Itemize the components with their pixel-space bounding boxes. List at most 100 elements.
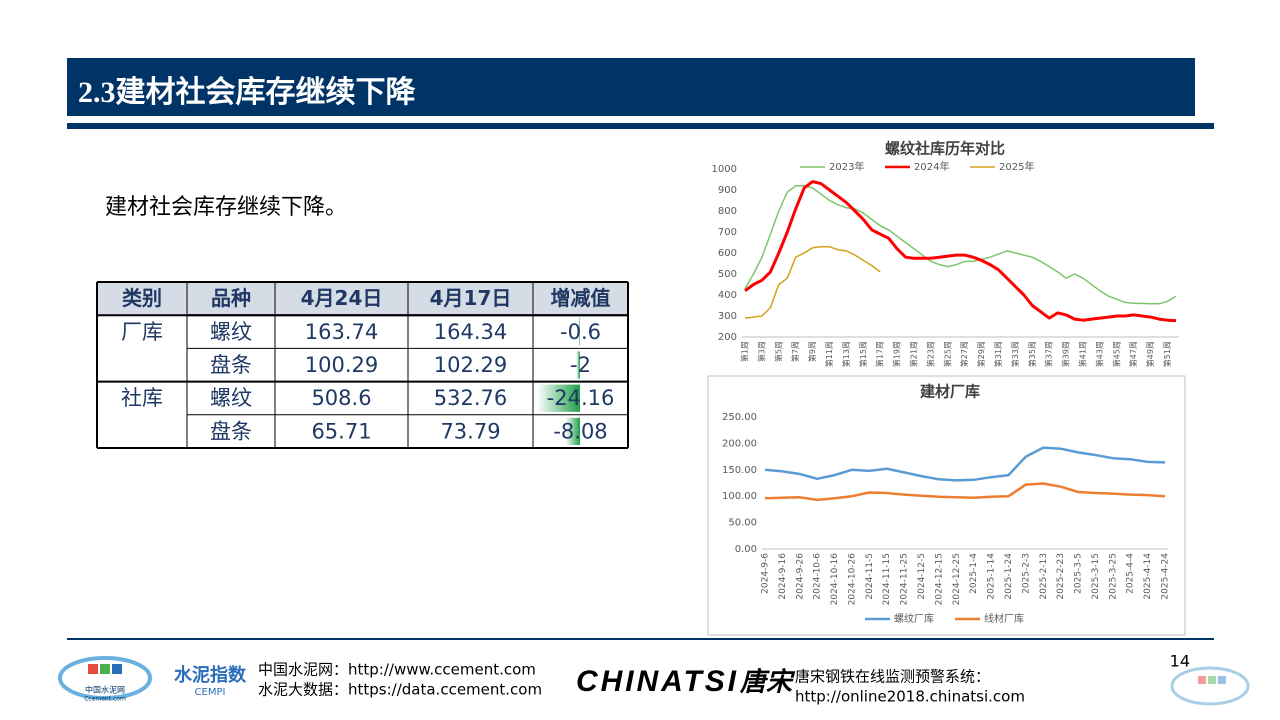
x-tick-label: 第39周 <box>1061 341 1071 367</box>
x-tick-label: 第23周 <box>925 341 935 367</box>
footer-link: 水泥大数据：https://data.ccement.com <box>258 681 542 699</box>
table-cell: 532.76 <box>434 386 507 410</box>
x-tick-label: 第45周 <box>1111 341 1121 367</box>
table-cell: 164.34 <box>434 320 507 344</box>
logo-block <box>112 664 122 674</box>
x-tick-label: 2024-9-16 <box>778 553 788 600</box>
table-cell: 163.74 <box>305 320 378 344</box>
logo-block <box>1198 676 1206 684</box>
x-tick-label: 第37周 <box>1044 341 1054 367</box>
y-tick-label: 300 <box>718 311 737 322</box>
table-cell: 73.79 <box>440 419 500 443</box>
table-cell: -0.6 <box>560 320 601 344</box>
logo-text: 中国水泥网 <box>85 685 125 695</box>
series-line <box>744 185 1177 305</box>
y-tick-label: 200 <box>718 332 737 343</box>
x-tick-label: 2025-3-15 <box>1091 553 1101 600</box>
series-line <box>764 482 1166 502</box>
footer-text: http://online2018.chinatsi.com <box>795 688 1025 706</box>
y-tick-label: 400 <box>718 290 737 301</box>
x-tick-label: 2024-9-26 <box>795 553 805 600</box>
brand-logo: CHINATSI <box>576 665 737 698</box>
legend-label: 2025年 <box>999 160 1034 173</box>
y-tick-label: 800 <box>718 206 737 217</box>
x-tick-label: 第31周 <box>993 341 1003 367</box>
x-tick-label: 2025-1-4 <box>969 553 979 594</box>
table-cell: 508.6 <box>311 386 371 410</box>
x-tick-label: 2025-2-13 <box>1039 553 1049 600</box>
x-tick-label: 2024-12-25 <box>952 553 962 605</box>
table-cell: 65.71 <box>311 419 371 443</box>
table-cell: 盘条 <box>210 419 252 443</box>
footer-link: 中国水泥网：http://www.ccement.com <box>258 661 536 679</box>
group-label: 厂库 <box>121 320 163 344</box>
table-cell: 螺纹 <box>210 320 252 344</box>
legend-label: 线材厂库 <box>984 612 1024 625</box>
x-tick-label: 第27周 <box>959 341 969 367</box>
table-cell: 盘条 <box>210 353 252 377</box>
x-tick-label: 2025-3-25 <box>1108 553 1118 600</box>
chart-frame <box>707 375 1186 636</box>
logo-text: 水泥指数 <box>174 664 247 686</box>
column-header: 4月17日 <box>430 286 512 310</box>
page-number: 14 <box>1170 652 1190 671</box>
x-tick-label: 第35周 <box>1027 341 1037 367</box>
logo-block <box>1208 676 1216 684</box>
y-tick-label: 150.00 <box>722 465 757 476</box>
table-cell: 102.29 <box>434 353 507 377</box>
logo-text: Ccement.com <box>84 696 126 703</box>
x-tick-label: 2024-10-16 <box>830 553 840 606</box>
x-tick-label: 第5周 <box>773 341 783 362</box>
x-tick-label: 第17周 <box>875 341 885 367</box>
x-tick-label: 第51周 <box>1162 341 1172 367</box>
x-tick-label: 第11周 <box>824 341 834 367</box>
y-tick-label: 100.00 <box>722 491 757 502</box>
x-tick-label: 2024-11-5 <box>865 553 875 600</box>
x-tick-label: 2024-9-6 <box>761 553 771 594</box>
x-tick-label: 第9周 <box>807 341 817 362</box>
column-header: 4月24日 <box>301 286 383 310</box>
series-line <box>744 180 1177 323</box>
y-tick-label: 900 <box>718 185 737 196</box>
x-tick-label: 第19周 <box>892 341 902 367</box>
header-rule <box>67 123 1214 129</box>
logo-text: CEMPI <box>195 687 226 698</box>
table-cell: -8.08 <box>553 419 607 443</box>
legend-label: 螺纹厂库 <box>894 612 934 625</box>
slide-title: 2.3建材社会库存继续下降 <box>78 76 416 109</box>
x-tick-label: 第49周 <box>1145 341 1155 367</box>
x-tick-label: 2025-1-24 <box>1004 553 1014 600</box>
x-tick-label: 2025-4-4 <box>1126 553 1136 594</box>
legend-label: 2023年 <box>829 160 864 173</box>
x-tick-label: 2024-11-15 <box>882 553 892 605</box>
x-tick-label: 第1周 <box>740 341 750 362</box>
column-header: 品种 <box>211 286 251 310</box>
x-tick-label: 2025-2-3 <box>1021 553 1031 594</box>
logo-block <box>88 664 98 674</box>
column-header: 增减值 <box>551 286 611 310</box>
x-tick-label: 2024-11-25 <box>900 553 910 605</box>
table-cell: -2 <box>570 353 591 377</box>
table-cell: 螺纹 <box>210 386 252 410</box>
logo-block <box>1218 676 1226 684</box>
x-tick-label: 第33周 <box>1010 341 1020 367</box>
series-line <box>764 446 1166 482</box>
logo-block <box>100 664 110 674</box>
x-tick-label: 第29周 <box>976 341 986 367</box>
x-tick-label: 第43周 <box>1094 341 1104 367</box>
table-cell: 100.29 <box>305 353 378 377</box>
x-tick-label: 2025-1-14 <box>987 553 997 600</box>
group-label: 社库 <box>121 386 163 410</box>
footer-text: 唐宋钢铁在线监测预警系统： <box>795 668 990 686</box>
data-bar <box>578 318 580 346</box>
chart-title: 建材厂库 <box>920 383 980 401</box>
x-tick-label: 2024-10-6 <box>813 553 823 600</box>
y-tick-label: 600 <box>718 248 737 259</box>
data-bar <box>576 351 580 379</box>
x-tick-label: 第15周 <box>858 341 868 367</box>
x-tick-label: 第21周 <box>909 341 919 367</box>
series-line <box>744 245 881 319</box>
x-tick-label: 2024-12-15 <box>934 553 944 605</box>
chart-title: 螺纹社库历年对比 <box>885 139 1005 157</box>
